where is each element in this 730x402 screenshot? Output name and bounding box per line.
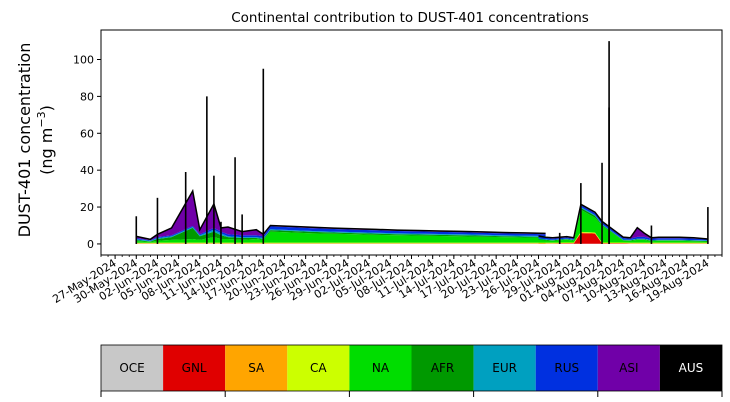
y-axis-label-exponent: −3	[35, 111, 48, 127]
legend-swatch-eur	[473, 345, 536, 391]
legend-label-asi: ASI	[619, 361, 638, 375]
legend-label-sa: SA	[248, 361, 265, 375]
y-axis-label: DUST-401 concentration (ng m−3)	[15, 43, 56, 238]
total-line-b	[538, 203, 708, 240]
legend-label-eur: EUR	[492, 361, 517, 375]
axes: 02040608010027-May-202430-May-202402-Jun…	[50, 29, 723, 306]
legend-swatch-na	[349, 345, 412, 391]
area-rus-a	[136, 226, 546, 241]
legend-swatch-asi	[597, 345, 660, 391]
legend-swatch-sa	[225, 345, 288, 391]
legend-label-gnl: GNL	[182, 361, 207, 375]
area-ca-a	[136, 242, 546, 244]
legend-frame	[100, 344, 723, 392]
total-line-a	[136, 188, 546, 241]
plot-area	[136, 188, 708, 244]
legend-swatch-oce	[101, 345, 164, 391]
area-na-a	[136, 231, 546, 243]
legend-label-rus: RUS	[554, 361, 579, 375]
y-axis-label-unit: (ng m	[37, 128, 56, 175]
y-tick-label-80: 80	[80, 90, 94, 103]
legend-label-afr: AFR	[431, 361, 454, 375]
area-rus-b	[538, 205, 708, 241]
chart-title: Continental contribution to DUST-401 con…	[231, 10, 589, 26]
legend-swatch-aus	[659, 345, 722, 391]
legend-label-aus: AUS	[679, 361, 704, 375]
area-eur-b	[538, 207, 708, 241]
y-tick-label-40: 40	[80, 164, 94, 177]
legend-swatch-ca	[287, 345, 350, 391]
legend-swatch-gnl	[163, 345, 226, 391]
y-axis-label-line1: DUST-401 concentration	[15, 43, 34, 238]
legend-colorbar: OCE GNL SA CA NA AFR EUR RUS ASI AUS	[100, 344, 723, 397]
legend-label-ca: CA	[310, 361, 327, 375]
legend-label-na: NA	[372, 361, 390, 375]
y-axis-label-line2: (ng m−3)	[35, 105, 56, 175]
legend-swatch-rus	[535, 345, 598, 391]
y-tick-label-20: 20	[80, 201, 94, 214]
legend-swatch-afr	[411, 345, 474, 391]
y-tick-label-0: 0	[87, 238, 94, 251]
y-tick-label-60: 60	[80, 127, 94, 140]
spike-lines	[135, 41, 709, 244]
y-axis-label-close: )	[37, 105, 56, 111]
y-tick-label-100: 100	[73, 54, 94, 67]
legend-label-oce: OCE	[119, 361, 144, 375]
area-afr-a	[136, 227, 546, 242]
area-asi-b	[538, 204, 708, 240]
